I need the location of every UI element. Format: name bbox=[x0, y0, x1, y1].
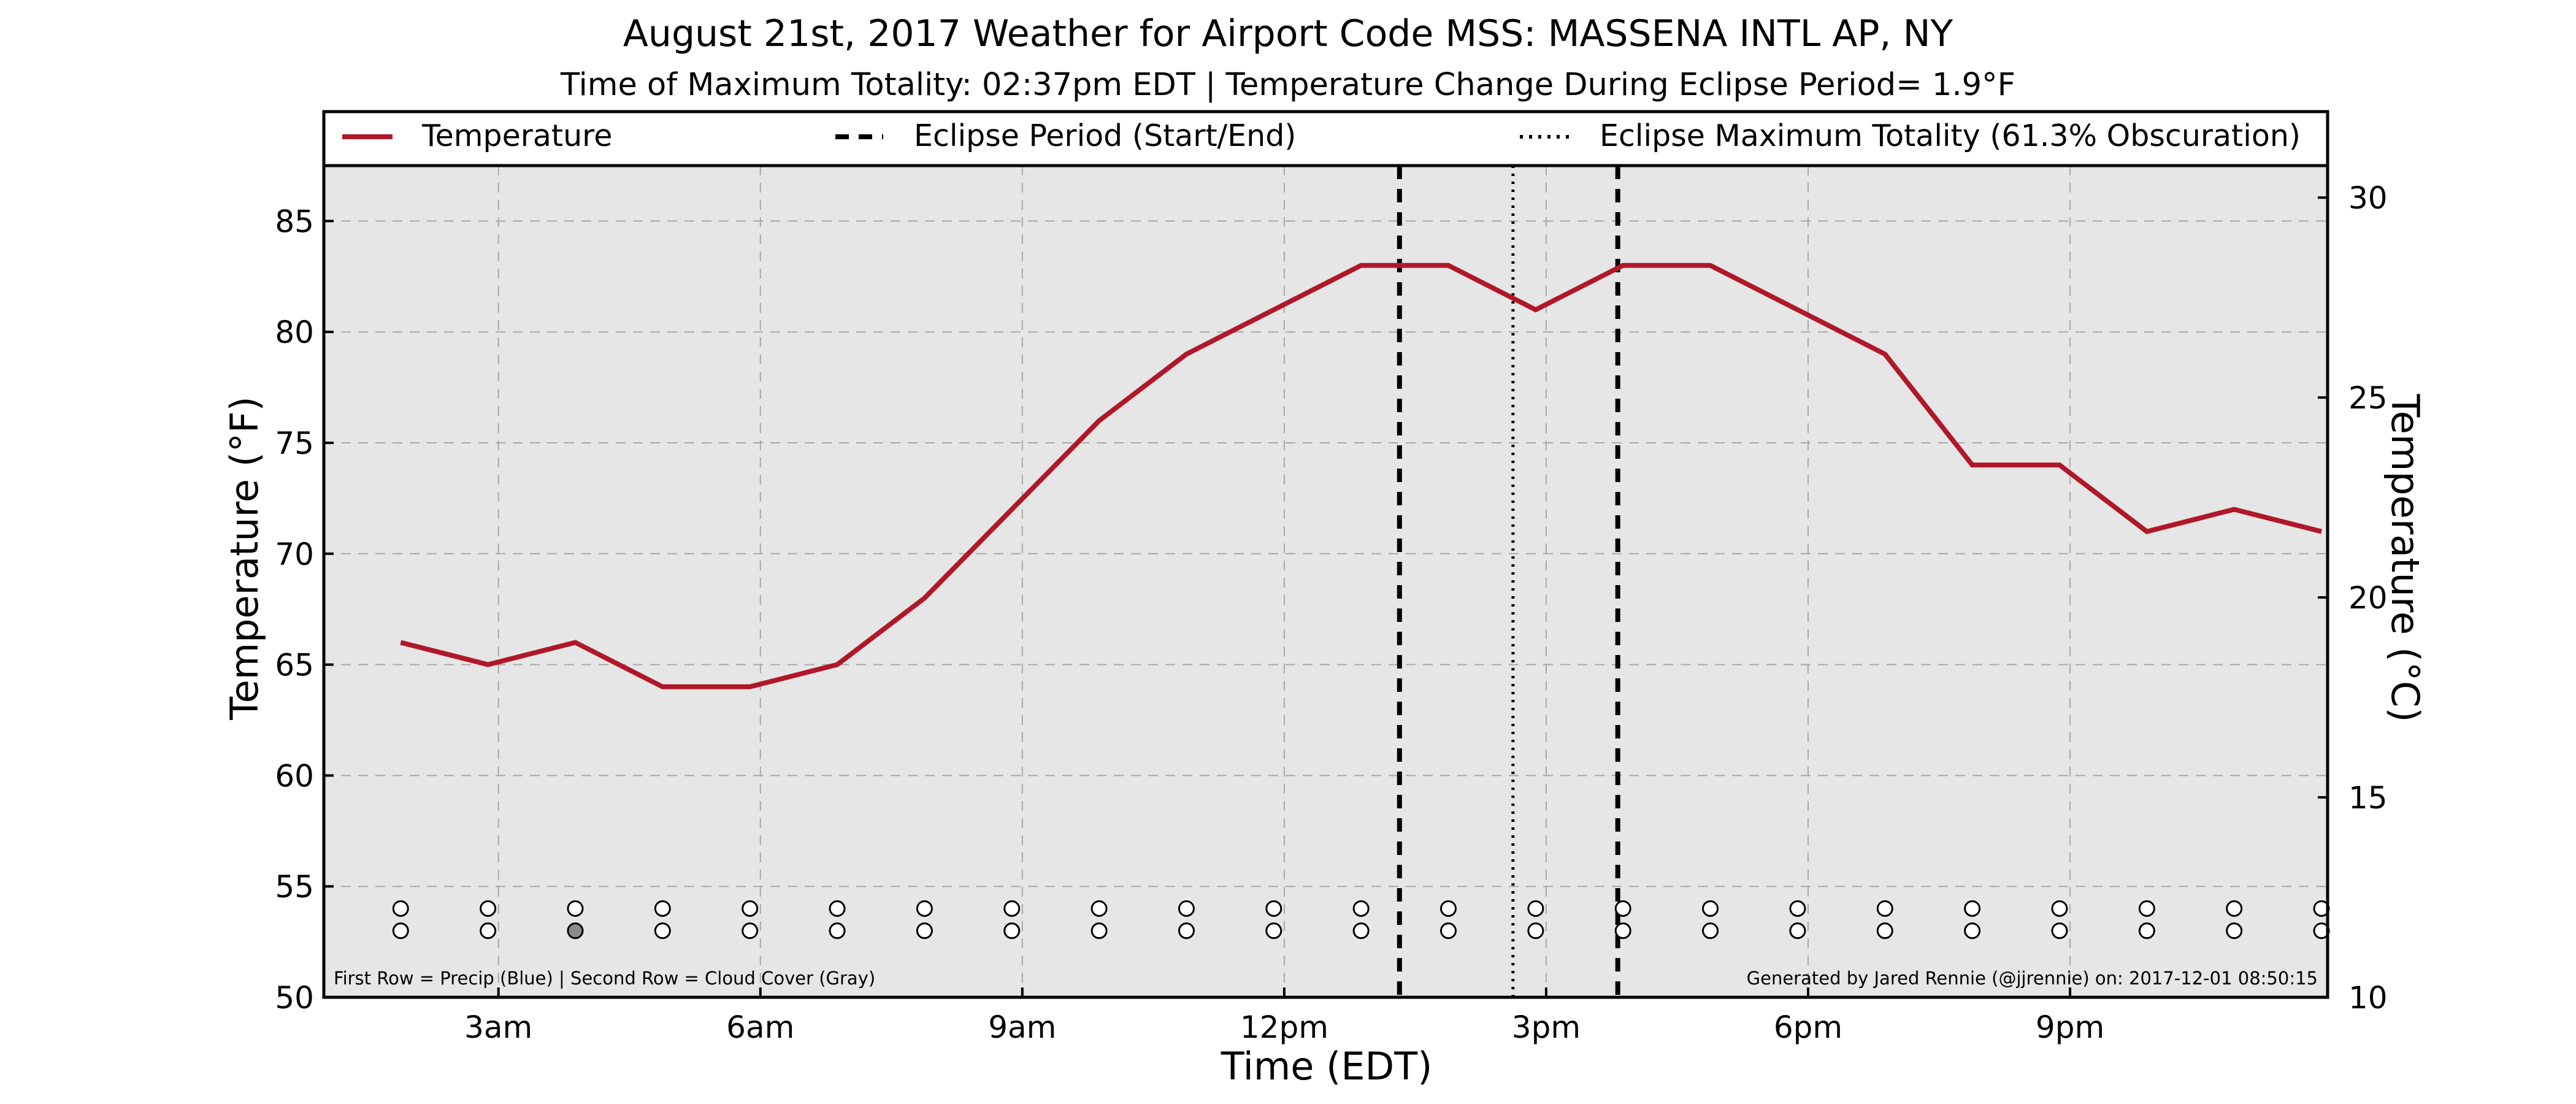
footer-left-note: First Row = Precip (Blue) | Second Row =… bbox=[334, 968, 875, 989]
x-tick-label: 3pm bbox=[1512, 1010, 1581, 1045]
precip-marker bbox=[916, 900, 933, 917]
cloud-marker bbox=[916, 922, 933, 940]
cloud-marker bbox=[1702, 922, 1719, 940]
cloud-marker bbox=[742, 922, 759, 940]
y-axis-left: 50 55 60 65 70 75 80 85 bbox=[275, 204, 334, 1016]
cloud-marker bbox=[1265, 922, 1282, 940]
y-tick-label-right: 10 bbox=[2348, 980, 2388, 1016]
y-tick-label-left: 85 bbox=[275, 204, 314, 239]
precip-marker bbox=[2226, 900, 2243, 917]
precip-marker bbox=[1789, 900, 1806, 917]
precip-marker bbox=[392, 900, 409, 917]
y-tick-label-left: 75 bbox=[275, 426, 314, 461]
y-tick-label-left: 55 bbox=[275, 869, 314, 905]
cloud-marker bbox=[2226, 922, 2243, 940]
cloud-marker bbox=[1003, 922, 1021, 940]
plot-area bbox=[324, 166, 2328, 997]
cloud-marker bbox=[1614, 922, 1631, 940]
x-axis-label: Time (EDT) bbox=[1221, 1044, 1433, 1089]
precip-marker bbox=[1527, 900, 1544, 917]
cloud-marker bbox=[1352, 922, 1370, 940]
cloud-marker bbox=[480, 922, 497, 940]
precip-marker bbox=[1440, 900, 1457, 917]
cloud-marker bbox=[1876, 922, 1893, 940]
y-tick-label-left: 50 bbox=[275, 980, 314, 1016]
cloud-marker bbox=[1091, 922, 1108, 940]
x-tick-label: 9am bbox=[988, 1010, 1056, 1045]
precip-marker bbox=[1003, 900, 1021, 917]
cloud-marker bbox=[2051, 922, 2068, 940]
y-tick-label-left: 60 bbox=[275, 758, 314, 794]
precip-marker bbox=[1614, 900, 1631, 917]
precip-marker bbox=[1352, 900, 1370, 917]
precip-marker bbox=[1178, 900, 1195, 917]
y-tick-label-left: 80 bbox=[275, 315, 314, 350]
cloud-marker bbox=[654, 922, 671, 940]
x-tick-label: 6am bbox=[726, 1010, 794, 1045]
x-tick-label: 9pm bbox=[2036, 1010, 2104, 1045]
cloud-marker bbox=[567, 922, 584, 940]
precip-marker bbox=[742, 900, 759, 917]
y-tick-label-right: 20 bbox=[2348, 580, 2388, 616]
cloud-marker bbox=[1964, 922, 1981, 940]
temperature-line bbox=[400, 263, 2323, 689]
precip-marker bbox=[829, 900, 846, 917]
chart-subtitle: Time of Maximum Totality: 02:37pm EDT | … bbox=[560, 67, 2015, 103]
y-axis-left-label: Temperature (°F) bbox=[222, 396, 267, 720]
cloud-marker bbox=[1440, 922, 1457, 940]
legend-temperature-label: Temperature bbox=[421, 118, 612, 153]
temperature-series bbox=[400, 263, 2323, 689]
precip-marker bbox=[1702, 900, 1719, 917]
y-axis-right-label: Temperature (°C) bbox=[2383, 393, 2428, 722]
precip-marker bbox=[1964, 900, 1981, 917]
footer-right-note: Generated by Jared Rennie (@jjrennie) on… bbox=[1747, 968, 2318, 989]
legend-eclipse-period-label: Eclipse Period (Start/End) bbox=[914, 118, 1296, 153]
cloud-marker bbox=[1789, 922, 1806, 940]
precip-marker bbox=[567, 900, 584, 917]
x-tick-label: 6pm bbox=[1774, 1010, 1842, 1045]
y-tick-label-left: 70 bbox=[275, 537, 314, 572]
cloud-marker bbox=[2138, 922, 2155, 940]
precip-marker bbox=[1876, 900, 1893, 917]
cloud-marker bbox=[392, 922, 409, 940]
precip-marker bbox=[2138, 900, 2155, 917]
x-axis: 3am 6am 9am 12pm 3pm 6pm 9pm bbox=[464, 987, 2104, 1045]
precip-marker bbox=[1265, 900, 1282, 917]
eclipse-lines bbox=[1397, 166, 1620, 997]
y-axis-right: 10 15 20 25 30 bbox=[2318, 180, 2388, 1016]
cloud-marker bbox=[1527, 922, 1544, 940]
x-tick-label: 3am bbox=[464, 1010, 532, 1045]
cloud-marker bbox=[1178, 922, 1195, 940]
precip-marker bbox=[654, 900, 671, 917]
y-tick-label-right: 15 bbox=[2348, 780, 2388, 816]
precip-marker bbox=[1091, 900, 1108, 917]
cloud-marker bbox=[829, 922, 846, 940]
grid-lines bbox=[324, 166, 2328, 997]
y-tick-label-left: 65 bbox=[275, 648, 314, 683]
legend-eclipse-max-label: Eclipse Maximum Totality (61.3% Obscurat… bbox=[1600, 118, 2301, 153]
precip-marker bbox=[480, 900, 497, 917]
observation-markers bbox=[392, 900, 2330, 940]
y-tick-label-right: 25 bbox=[2348, 380, 2388, 416]
chart-title: August 21st, 2017 Weather for Airport Co… bbox=[623, 12, 1953, 55]
y-tick-label-right: 30 bbox=[2348, 180, 2388, 216]
precip-marker bbox=[2051, 900, 2068, 917]
x-tick-label: 12pm bbox=[1240, 1010, 1328, 1045]
